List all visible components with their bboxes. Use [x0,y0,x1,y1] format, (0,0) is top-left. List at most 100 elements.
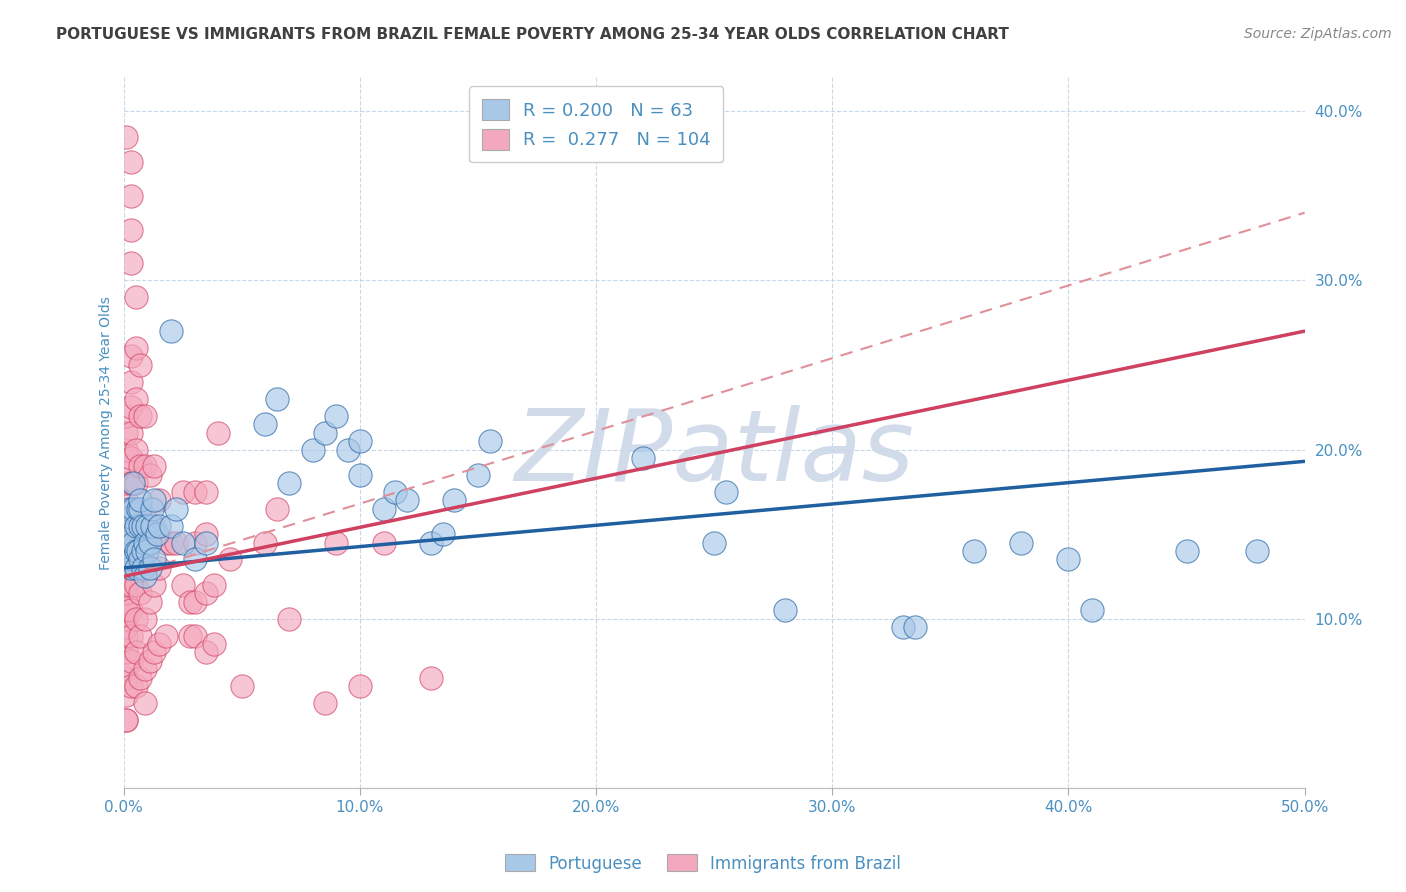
Point [384,484,406,499]
Point [115,552,138,566]
Point [143,493,166,508]
Point [120,654,142,668]
Point [120,561,142,575]
Legend: Portuguese, Immigrants from Brazil: Portuguese, Immigrants from Brazil [498,847,908,880]
Point [124,290,146,304]
Point [172,578,194,592]
Point [129,544,152,558]
Point [134,561,156,575]
Point [124,544,146,558]
Point [585,129,607,144]
Point [127,501,149,516]
Point [120,552,142,566]
Point [349,679,371,693]
Point [148,637,170,651]
Point [155,628,177,642]
Point [115,569,138,583]
Point [1246,544,1268,558]
Point [904,620,927,634]
Text: PORTUGUESE VS IMMIGRANTS FROM BRAZIL FEMALE POVERTY AMONG 25-34 YEAR OLDS CORREL: PORTUGUESE VS IMMIGRANTS FROM BRAZIL FEM… [56,27,1010,42]
Point [117,501,139,516]
Point [120,527,142,541]
Point [139,535,162,549]
Point [117,518,139,533]
Point [120,628,142,642]
Point [115,662,138,676]
Point [131,544,153,558]
Point [148,561,170,575]
Point [115,409,138,423]
Point [143,518,166,533]
Point [124,510,146,524]
Point [127,544,149,558]
Point [124,561,146,575]
Point [172,484,194,499]
Point [207,425,229,440]
Point [129,459,152,474]
Point [148,518,170,533]
Point [143,645,166,659]
Point [141,501,163,516]
Point [115,442,138,457]
Point [129,518,152,533]
Point [373,535,395,549]
Point [120,222,142,236]
Point [120,578,142,592]
Point [136,544,159,558]
Point [160,535,183,549]
Point [129,501,152,516]
Point [115,713,138,727]
Point [120,256,142,270]
Point [115,586,138,600]
Point [419,535,441,549]
Point [202,637,225,651]
Point [115,425,138,440]
Point [396,493,419,508]
Point [120,544,142,558]
Point [120,510,142,524]
Point [134,696,156,710]
Point [183,484,205,499]
Point [195,535,218,549]
Point [139,467,162,482]
Point [120,155,142,169]
Point [325,409,347,423]
Point [129,586,152,600]
Point [115,628,138,642]
Point [139,595,162,609]
Point [115,476,138,491]
Point [143,459,166,474]
Point [115,535,138,549]
Point [183,535,205,549]
Point [134,612,156,626]
Point [115,713,138,727]
Point [129,358,152,372]
Point [120,425,142,440]
Point [120,450,142,465]
Point [195,484,218,499]
Text: Source: ZipAtlas.com: Source: ZipAtlas.com [1244,27,1392,41]
Point [325,535,347,549]
Point [155,535,177,549]
Point [134,459,156,474]
Point [120,527,142,541]
Point [373,501,395,516]
Point [314,425,336,440]
Point [115,645,138,659]
Point [160,518,183,533]
Point [195,586,218,600]
Point [129,671,152,685]
Point [115,561,138,575]
Point [419,671,441,685]
Point [278,612,301,626]
Point [443,493,465,508]
Point [254,535,277,549]
Point [146,527,169,541]
Point [1057,552,1080,566]
Point [136,518,159,533]
Point [478,434,501,448]
Point [703,535,725,549]
Point [115,620,138,634]
Point [195,527,218,541]
Point [115,595,138,609]
